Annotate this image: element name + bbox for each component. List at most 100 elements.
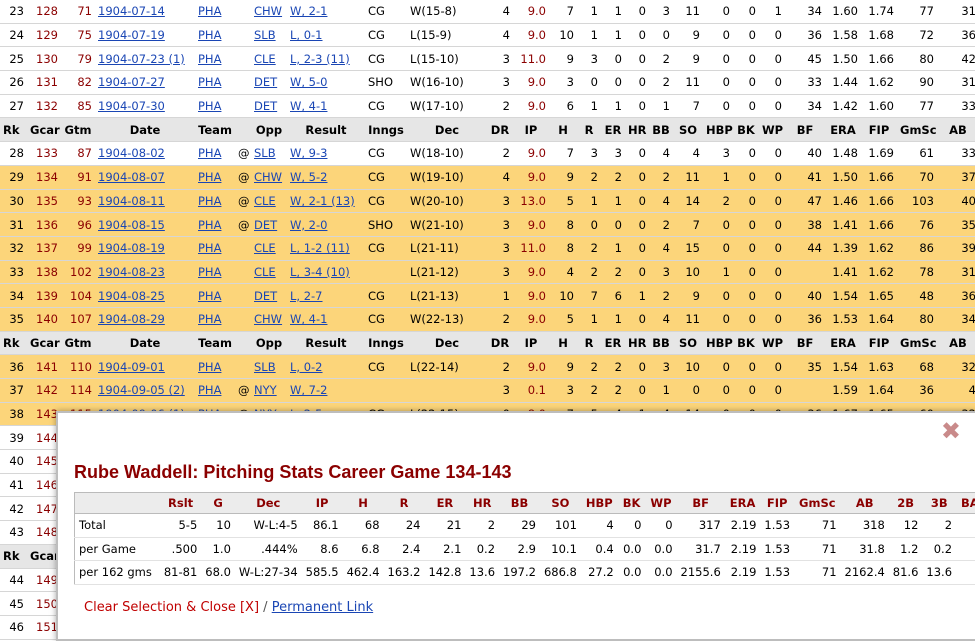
column-header[interactable]: Gtm	[61, 331, 95, 355]
column-header[interactable]: HR	[625, 118, 649, 142]
column-header[interactable]: BK	[733, 118, 759, 142]
column-header[interactable]: Date	[95, 118, 195, 142]
cell[interactable]: L, 2-7	[287, 284, 365, 308]
column-header[interactable]: Result	[287, 331, 365, 355]
cell[interactable]: L, 1-2 (11)	[287, 236, 365, 260]
cell[interactable]: PHA	[195, 284, 235, 308]
cell[interactable]: PHA	[195, 71, 235, 95]
cell[interactable]: 1904-09-01	[95, 355, 195, 379]
cell[interactable]: W, 7-2	[287, 379, 365, 403]
column-header[interactable]: IP	[513, 331, 549, 355]
cell[interactable]: 1904-07-27	[95, 71, 195, 95]
column-header[interactable]: Gcar	[27, 331, 61, 355]
cell[interactable]: 1904-08-23	[95, 260, 195, 284]
column-header[interactable]: SO	[673, 118, 703, 142]
cell[interactable]: DET	[251, 94, 287, 118]
column-header[interactable]: BF	[785, 331, 825, 355]
column-header[interactable]: H	[549, 118, 577, 142]
column-header[interactable]: Rk	[0, 118, 27, 142]
column-header[interactable]: R	[577, 331, 601, 355]
cell[interactable]: SLB	[251, 355, 287, 379]
cell[interactable]: DET	[251, 213, 287, 237]
column-header[interactable]: AB	[937, 118, 975, 142]
permanent-link[interactable]: Permanent Link	[272, 600, 373, 615]
column-header[interactable]: BF	[785, 118, 825, 142]
cell[interactable]: 1904-07-19	[95, 23, 195, 47]
cell[interactable]: 1904-07-30	[95, 94, 195, 118]
column-header[interactable]: Inngs	[365, 118, 407, 142]
cell[interactable]: DET	[251, 71, 287, 95]
cell[interactable]: DET	[251, 284, 287, 308]
column-header[interactable]: Dec	[407, 118, 487, 142]
column-header[interactable]: HBP	[703, 118, 733, 142]
cell[interactable]: CHW	[251, 165, 287, 189]
column-header[interactable]: HBP	[703, 331, 733, 355]
cell[interactable]: 1904-07-23 (1)	[95, 47, 195, 71]
column-header[interactable]: Rk	[0, 331, 27, 355]
cell[interactable]: L, 0-1	[287, 23, 365, 47]
cell[interactable]: W, 2-0	[287, 213, 365, 237]
column-header[interactable]: Result	[287, 118, 365, 142]
cell[interactable]: NYY	[251, 379, 287, 403]
cell[interactable]: W, 5-0	[287, 71, 365, 95]
cell[interactable]: PHA	[195, 236, 235, 260]
cell[interactable]: PHA	[195, 260, 235, 284]
column-header[interactable]: Team	[195, 118, 235, 142]
column-header[interactable]: WP	[759, 118, 785, 142]
cell[interactable]: 1904-08-07	[95, 165, 195, 189]
column-header[interactable]: BK	[733, 331, 759, 355]
cell[interactable]: 1904-08-15	[95, 213, 195, 237]
cell[interactable]: PHA	[195, 307, 235, 331]
cell[interactable]: PHA	[195, 94, 235, 118]
column-header[interactable]: AB	[937, 331, 975, 355]
cell[interactable]: SLB	[251, 23, 287, 47]
column-header[interactable]: ER	[601, 118, 625, 142]
column-header[interactable]: Gcar	[27, 118, 61, 142]
cell[interactable]: CLE	[251, 47, 287, 71]
cell[interactable]: 1904-08-02	[95, 142, 195, 166]
column-header[interactable]: SO	[673, 331, 703, 355]
column-header[interactable]: HR	[625, 331, 649, 355]
column-header[interactable]: Dec	[407, 331, 487, 355]
cell[interactable]: 1904-08-11	[95, 189, 195, 213]
column-header[interactable]: GmSc	[897, 118, 937, 142]
column-header[interactable]: Team	[195, 331, 235, 355]
close-icon[interactable]: ✖	[941, 417, 961, 445]
cell[interactable]: CLE	[251, 189, 287, 213]
cell[interactable]: CHW	[251, 0, 287, 23]
column-header[interactable]: WP	[759, 331, 785, 355]
column-header[interactable]: Opp	[251, 331, 287, 355]
cell[interactable]: W, 4-1	[287, 94, 365, 118]
column-header[interactable]: Date	[95, 331, 195, 355]
column-header[interactable]: Inngs	[365, 331, 407, 355]
cell[interactable]: PHA	[195, 0, 235, 23]
cell[interactable]: 1904-08-29	[95, 307, 195, 331]
cell[interactable]: L, 3-4 (10)	[287, 260, 365, 284]
cell[interactable]: W, 2-1 (13)	[287, 189, 365, 213]
column-header[interactable]: BB	[649, 118, 673, 142]
cell[interactable]: W, 9-3	[287, 142, 365, 166]
cell[interactable]: W, 5-2	[287, 165, 365, 189]
column-header[interactable]	[235, 331, 251, 355]
cell[interactable]: CLE	[251, 260, 287, 284]
cell[interactable]: PHA	[195, 142, 235, 166]
cell[interactable]: PHA	[195, 165, 235, 189]
cell[interactable]: 1904-08-19	[95, 236, 195, 260]
clear-selection-link[interactable]: Clear Selection & Close [X]	[84, 600, 259, 615]
column-header[interactable]: ERA	[825, 331, 861, 355]
column-header[interactable]: BB	[649, 331, 673, 355]
column-header[interactable]	[235, 118, 251, 142]
column-header[interactable]: Gtm	[61, 118, 95, 142]
cell[interactable]: PHA	[195, 355, 235, 379]
